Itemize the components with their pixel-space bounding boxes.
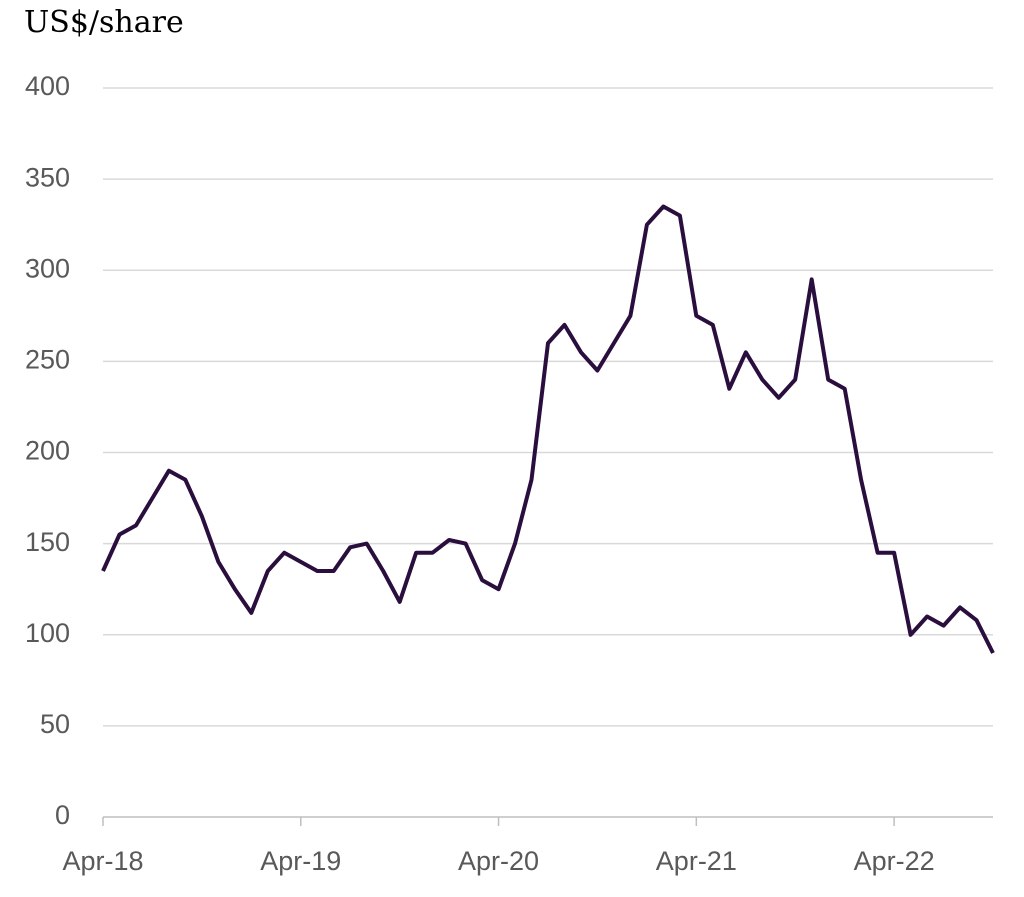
price-line [101,204,995,654]
y-tick-label: 50 [40,709,70,739]
x-tick-label: Apr-22 [854,846,935,876]
y-tick-label: 250 [25,345,70,375]
x-tick-label: Apr-18 [62,846,143,876]
x-tick-label: Apr-21 [656,846,737,876]
x-tick-label: Apr-19 [260,846,341,876]
y-tick-label: 400 [25,71,70,101]
y-axis-label: US$/share [24,5,184,40]
x-tick-label: Apr-20 [458,846,539,876]
y-tick-label: 0 [55,800,70,830]
y-tick-label: 200 [25,436,70,466]
y-tick-label: 350 [25,162,70,192]
y-tick-label: 300 [25,253,70,283]
y-tick-label: 150 [25,527,70,557]
y-tick-label: 100 [25,618,70,648]
